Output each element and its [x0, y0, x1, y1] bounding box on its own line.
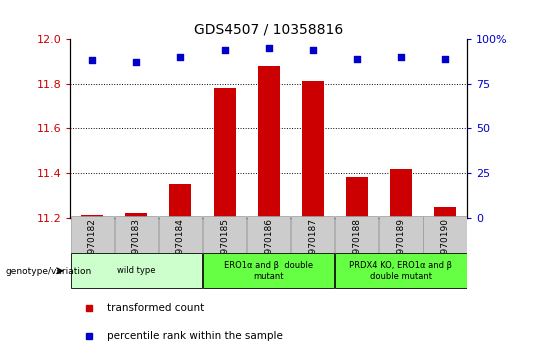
FancyBboxPatch shape [203, 216, 246, 253]
Point [265, 45, 273, 51]
Text: GSM970188: GSM970188 [353, 218, 361, 273]
Text: GSM970190: GSM970190 [441, 218, 449, 273]
FancyBboxPatch shape [114, 216, 158, 253]
FancyBboxPatch shape [247, 216, 291, 253]
Bar [434, 206, 456, 218]
Text: PRDX4 KO, ERO1α and β
double mutant: PRDX4 KO, ERO1α and β double mutant [349, 261, 453, 280]
Text: ERO1α and β  double
mutant: ERO1α and β double mutant [224, 261, 313, 280]
Bar [258, 66, 280, 218]
FancyBboxPatch shape [379, 216, 423, 253]
Point [132, 59, 141, 65]
Point [441, 56, 449, 62]
Bar [170, 184, 192, 218]
Point [176, 54, 185, 59]
Bar [81, 216, 103, 218]
FancyBboxPatch shape [335, 216, 379, 253]
FancyBboxPatch shape [335, 253, 467, 288]
Point [220, 47, 229, 52]
Text: GSM970182: GSM970182 [87, 218, 97, 273]
FancyBboxPatch shape [423, 216, 467, 253]
Text: GSM970185: GSM970185 [220, 218, 229, 273]
FancyBboxPatch shape [203, 253, 334, 288]
FancyBboxPatch shape [71, 253, 202, 288]
Text: transformed count: transformed count [107, 303, 204, 313]
Point [88, 58, 97, 63]
Bar [125, 213, 147, 218]
FancyBboxPatch shape [159, 216, 202, 253]
Bar [213, 88, 235, 218]
Bar [390, 169, 412, 218]
Text: genotype/variation: genotype/variation [5, 267, 92, 276]
Title: GDS4507 / 10358816: GDS4507 / 10358816 [194, 22, 343, 36]
Text: GSM970187: GSM970187 [308, 218, 318, 273]
Point [353, 56, 361, 62]
Text: wild type: wild type [117, 266, 156, 275]
Text: GSM970186: GSM970186 [264, 218, 273, 273]
FancyBboxPatch shape [71, 216, 114, 253]
Bar [346, 177, 368, 218]
Text: percentile rank within the sample: percentile rank within the sample [107, 331, 283, 341]
Point [397, 54, 406, 59]
Text: GSM970183: GSM970183 [132, 218, 141, 273]
Point [308, 47, 317, 52]
Text: GSM970184: GSM970184 [176, 218, 185, 273]
Bar [302, 81, 324, 218]
FancyBboxPatch shape [291, 216, 334, 253]
Text: GSM970189: GSM970189 [396, 218, 406, 273]
